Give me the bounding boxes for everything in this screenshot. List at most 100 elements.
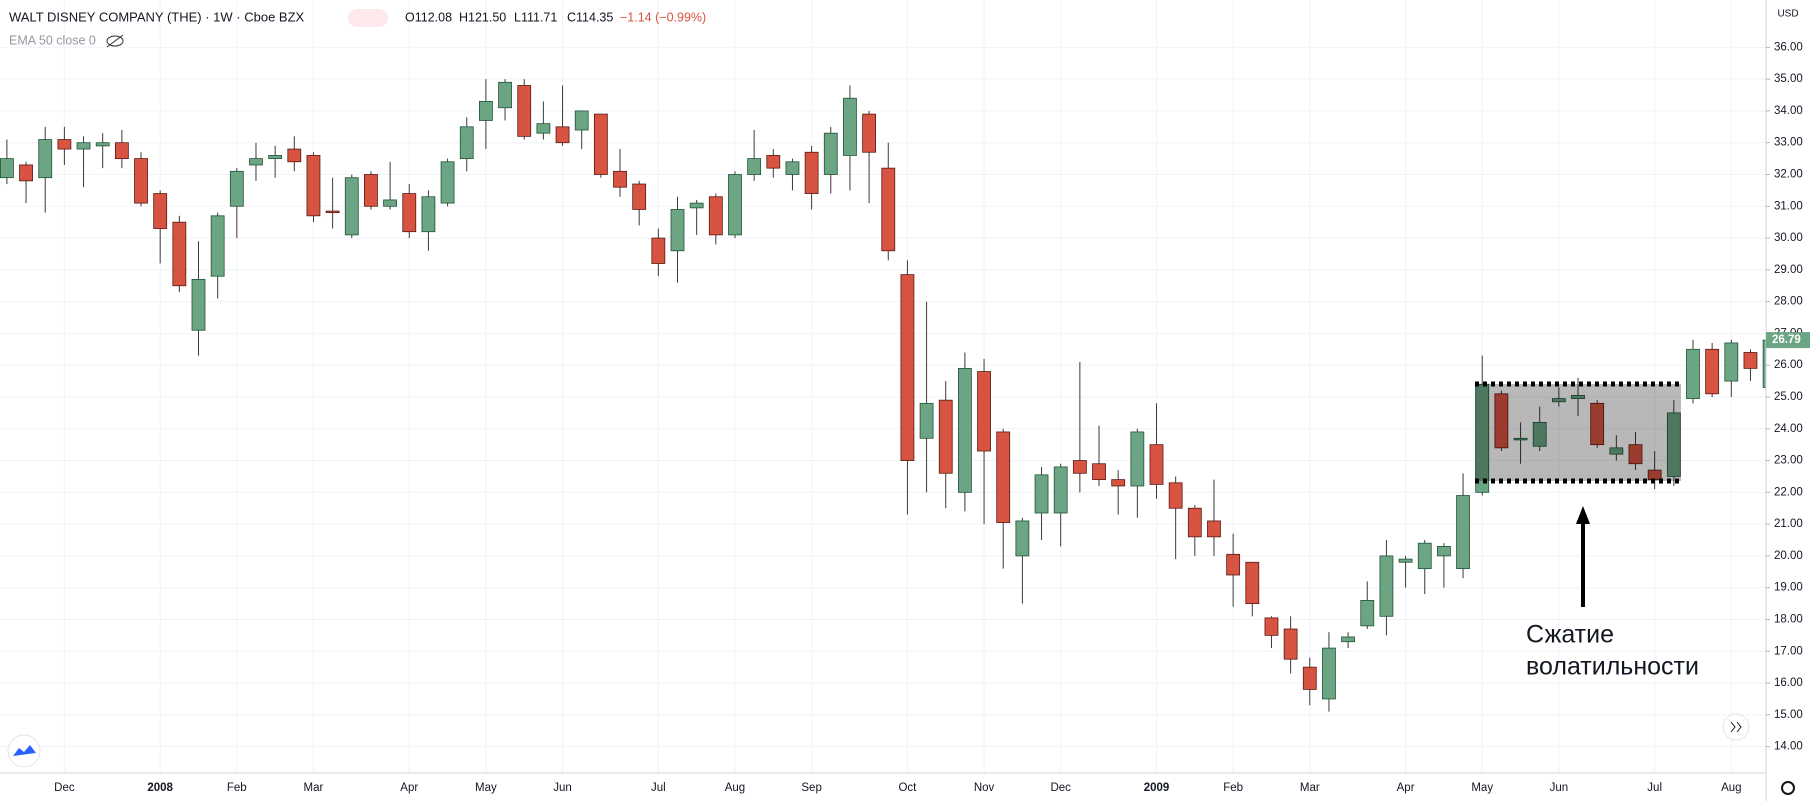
candle-body [38, 139, 53, 179]
candle-body [1762, 339, 1766, 388]
x-tick-label: May [475, 782, 497, 794]
candle-body [613, 170, 627, 188]
axes: 14.00 15.00 16.00 17.00 18.00 19.00 20.00 21.00… [54, 41, 1810, 794]
last-price: 26.79 [1772, 334, 1801, 346]
candle-body [555, 126, 570, 144]
logo-button[interactable] [7, 734, 41, 768]
candle-body [1111, 479, 1126, 487]
x-tick-label: Jul [1647, 782, 1662, 794]
logo [13, 745, 36, 756]
ohlc-low: L111.71 [514, 10, 557, 24]
y-tick-label: 14.00 [1774, 741, 1803, 753]
candle-body [1590, 402, 1605, 446]
candle-body [229, 170, 244, 207]
y-tick-label: 18.00 [1774, 614, 1803, 626]
x-tick-label: Mar [304, 782, 324, 794]
candle-body [766, 155, 781, 169]
y-tick-label: 22.00 [1774, 486, 1803, 498]
candle-body [210, 215, 225, 277]
candle-body [287, 148, 302, 163]
candle-body [1494, 393, 1509, 449]
ohlc-change: −1.14 (−0.99%) [620, 10, 706, 24]
candle-body [1456, 495, 1470, 570]
x-tick-label: Oct [898, 782, 917, 794]
candle-body [708, 196, 723, 236]
candle-body [670, 209, 685, 252]
candle-body [1130, 431, 1145, 487]
y-tick-label: 16.00 [1774, 677, 1803, 689]
scroll-button[interactable] [1722, 713, 1750, 741]
candle-body [95, 142, 110, 147]
candle-body [1551, 398, 1566, 403]
candle-body [1053, 466, 1068, 514]
ohlc-close: C114.35 [567, 10, 613, 24]
x-tick-label: Feb [1223, 782, 1243, 794]
settings-button[interactable] [1781, 781, 1795, 795]
candle-body [1187, 507, 1202, 538]
y-tick-label: 29.00 [1774, 264, 1803, 276]
candle-body [1341, 636, 1355, 643]
candle-body [1283, 628, 1298, 660]
candle-body [478, 100, 493, 121]
indicator-label: EMA 50 close 0 [9, 33, 96, 47]
candle-body [249, 158, 263, 166]
candle-body [1015, 520, 1030, 557]
currency: USD [1777, 9, 1798, 20]
candle-body [1034, 474, 1049, 514]
annotation-text: волатильности [1526, 653, 1699, 681]
highlight-box [1475, 384, 1681, 481]
candle-body [747, 158, 762, 175]
y-tick-label: 15.00 [1774, 709, 1803, 721]
candle-body [19, 164, 33, 182]
candle-body [1417, 542, 1432, 570]
hide-icon[interactable] [106, 34, 124, 48]
candle-body [1475, 383, 1490, 493]
y-tick-label: 30.00 [1774, 232, 1803, 244]
candle-body [440, 161, 455, 204]
candle-body [1705, 348, 1720, 395]
x-tick-label: May [1471, 782, 1493, 794]
candle-body [402, 193, 417, 233]
candle-body [1092, 463, 1106, 481]
candle-body [1571, 394, 1585, 399]
candle-body [459, 126, 474, 160]
candle-body [1379, 555, 1394, 617]
ohlc-high: H121.50 [459, 10, 506, 24]
candle-body [1609, 447, 1624, 455]
candle-body [1245, 561, 1260, 604]
status-icons [348, 9, 388, 27]
y-tick-label: 36.00 [1774, 41, 1803, 53]
x-tick-label: Mar [1300, 782, 1320, 794]
ohlc-open: O112.08 [405, 10, 452, 24]
candle-body [383, 199, 398, 207]
candle-body [364, 174, 378, 207]
candle-body [1513, 437, 1528, 441]
candle-body [1072, 460, 1087, 474]
candle-body [1628, 444, 1643, 465]
y-tick-label: 26.00 [1774, 359, 1803, 371]
candle-body [862, 113, 876, 153]
x-tick-label: Apr [1397, 782, 1415, 794]
x-tick-label: 2009 [1144, 782, 1170, 794]
x-tick-label: Apr [400, 782, 418, 794]
x-tick-label: Jun [553, 782, 572, 794]
candle-body [1168, 482, 1183, 509]
grid [0, 0, 1766, 773]
candle-body [1724, 342, 1739, 382]
candle-body [593, 113, 608, 175]
candle-body [325, 210, 340, 214]
candle-body [900, 274, 915, 461]
y-tick-label: 35.00 [1774, 73, 1803, 85]
candle-body [996, 431, 1011, 523]
candle-body [172, 221, 187, 287]
candle-body [1360, 600, 1375, 627]
x-tick-label: Jun [1550, 782, 1569, 794]
y-tick-label: 32.00 [1774, 169, 1803, 181]
candle-body [1264, 617, 1279, 636]
y-tick-label: 20.00 [1774, 550, 1803, 562]
candle-body [1743, 352, 1758, 369]
candle-body [823, 132, 838, 175]
candle-body [498, 81, 512, 109]
candle-body [114, 142, 129, 160]
